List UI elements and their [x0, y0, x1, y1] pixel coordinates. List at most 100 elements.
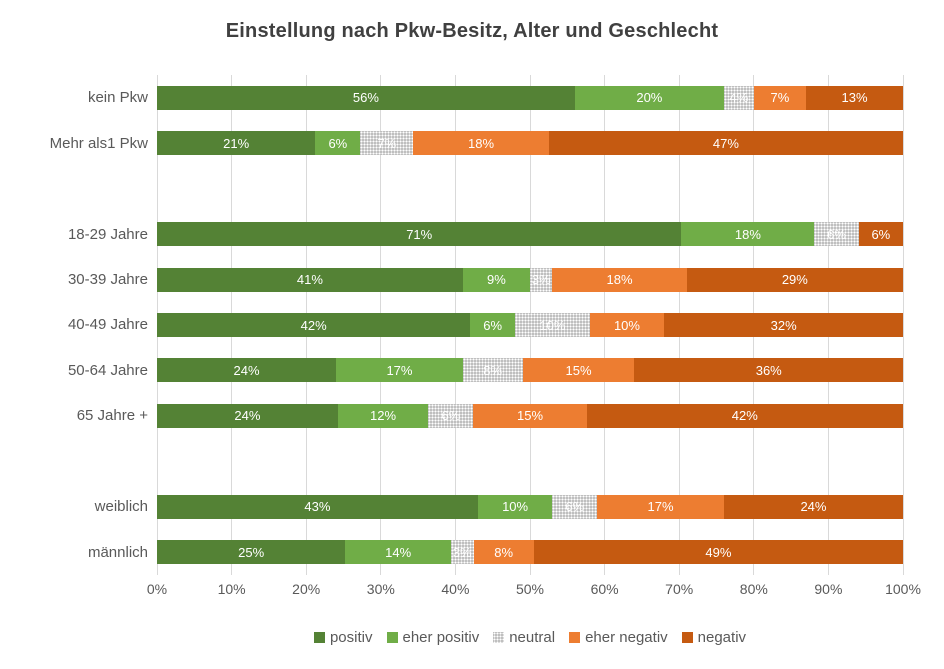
bar-segment-positiv: 43%: [157, 494, 478, 519]
bar-segment-eher-positiv: 20%: [574, 85, 724, 110]
legend-swatch: [386, 632, 398, 643]
data-label: 7%: [377, 135, 397, 151]
legend-swatch: [569, 632, 581, 643]
data-label: 4%: [729, 90, 749, 106]
data-label: 17%: [386, 362, 413, 378]
bar-segment-eher-positiv: 12%: [337, 403, 429, 428]
data-label: 13%: [841, 90, 868, 106]
legend-label: negativ: [697, 629, 747, 646]
x-tick-label: 90%: [814, 581, 843, 597]
data-label: 18%: [734, 226, 761, 242]
data-label: 17%: [647, 499, 674, 515]
bar-row: 21% 6% 7% 18% 47%: [157, 131, 904, 156]
category-label: männlich: [87, 543, 148, 561]
category-label: kein Pkw: [87, 89, 148, 107]
bar-segment-neutral: 3%: [530, 267, 553, 292]
bar-segment-negativ: 6%: [858, 222, 903, 247]
data-label: 3%: [531, 272, 551, 288]
bar-segment-positiv: 56%: [157, 85, 575, 110]
gridline: [902, 75, 904, 575]
bar-segment-neutral: 7%: [360, 131, 414, 156]
bar-segment-neutral: 6%: [552, 494, 598, 519]
bar-row: 71% 18% 6% 6%: [157, 222, 903, 247]
x-tick-label: 80%: [739, 581, 768, 597]
x-tick-label: 50%: [515, 581, 545, 597]
x-tick-label: 100%: [885, 581, 921, 597]
bar-row: 43% 10% 6% 17% 24%: [157, 494, 903, 519]
bar-segment-eher-positiv: 6%: [470, 313, 516, 337]
plot-area: 56% 20% 4% 7% 13% 21% 6% 7% 18% 47% 71% 18% 6% 6% 41% 9…: [156, 75, 904, 575]
data-label: 24%: [233, 362, 260, 378]
bar-row: 24% 17% 8% 15% 36%: [157, 358, 904, 383]
bar-segment-positiv: 71%: [157, 222, 682, 247]
data-label: 36%: [755, 362, 782, 378]
bar-segment-negativ: 36%: [634, 358, 904, 383]
data-label: 6%: [328, 135, 348, 151]
legend-item-eher-negativ: eher negativ: [569, 629, 668, 646]
bar-segment-negativ: 13%: [806, 85, 904, 110]
x-tick-label: 10%: [217, 581, 246, 597]
bar-segment-neutral: 3%: [450, 540, 474, 565]
category-label: 40-49 Jahre: [67, 316, 148, 334]
bar-row: 25% 14% 3% 8% 49%: [157, 540, 904, 565]
bar-segment-eher-negativ: 10%: [589, 313, 665, 337]
bar-row: 42% 6% 10% 10% 32%: [157, 313, 903, 337]
data-label: 71%: [406, 226, 433, 242]
bar-segment-eher-negativ: 7%: [753, 85, 807, 110]
data-label: 56%: [352, 90, 379, 106]
data-label: 18%: [606, 272, 633, 288]
bar-segment-eher-positiv: 17%: [336, 358, 463, 383]
bar-segment-positiv: 24%: [157, 403, 338, 428]
legend-swatch: [313, 632, 325, 643]
bar-segment-positiv: 42%: [157, 313, 471, 337]
legend-swatch: [681, 632, 693, 643]
bar-segment-eher-positiv: 18%: [681, 222, 815, 247]
data-label: 43%: [304, 499, 331, 515]
data-label: 24%: [800, 499, 827, 515]
data-label: 8%: [483, 362, 503, 378]
data-label: 6%: [871, 226, 891, 242]
bar-segment-negativ: 29%: [686, 267, 903, 292]
bar-segment-eher-positiv: 14%: [345, 540, 451, 565]
x-tick-label: 0%: [146, 581, 168, 597]
legend-label: eher negativ: [585, 629, 668, 646]
x-axis: 0% 10% 20% 30% 40% 50% 60% 70% 80% 90% 100%: [147, 581, 921, 601]
bar-segment-neutral: 6%: [428, 403, 474, 428]
legend: positiv eher positiv neutral eher negativ ne…: [157, 629, 903, 646]
category-label: weiblich: [94, 498, 148, 516]
data-label: 12%: [370, 408, 397, 424]
data-label: 6%: [441, 408, 461, 424]
bar-segment-eher-positiv: 6%: [315, 131, 361, 156]
data-label: 6%: [483, 317, 503, 333]
bar-segment-eher-negativ: 8%: [473, 540, 534, 565]
data-label: 6%: [565, 499, 585, 515]
legend-item-neutral: neutral: [493, 629, 555, 646]
category-label: 65 Jahre +: [76, 407, 148, 425]
category-label: 50-64 Jahre: [67, 361, 148, 379]
data-label: 47%: [712, 135, 739, 151]
data-label: 24%: [234, 408, 261, 424]
x-tick-label: 40%: [441, 581, 470, 597]
data-label: 25%: [238, 544, 265, 560]
data-label: 8%: [494, 544, 514, 560]
data-label: 10%: [613, 317, 640, 333]
data-label: 42%: [731, 408, 758, 424]
category-label: 18-29 Jahre: [67, 225, 148, 243]
bar-segment-positiv: 24%: [157, 358, 337, 383]
data-label: 21%: [223, 135, 250, 151]
x-tick-label: 70%: [665, 581, 694, 597]
category-label: 30-39 Jahre: [67, 271, 148, 289]
data-label: 42%: [300, 317, 327, 333]
data-label: 15%: [565, 362, 592, 378]
bar-segment-positiv: 41%: [157, 267, 463, 292]
data-label: 9%: [487, 272, 506, 288]
category-label: Mehr als1 Pkw: [49, 134, 148, 152]
bar-segment-positiv: 25%: [157, 540, 346, 565]
data-label: 32%: [770, 317, 797, 333]
y-axis-labels: kein Pkw Mehr als1 Pkw 18-29 Jahre 30-39 Ja…: [0, 75, 148, 575]
bar-segment-eher-negativ: 18%: [552, 267, 687, 292]
chart-title: Einstellung nach Pkw-Besitz, Alter und G…: [225, 20, 719, 42]
data-label: 7%: [770, 90, 790, 106]
bar-segment-eher-negativ: 15%: [522, 358, 635, 383]
bar-segment-negativ: 32%: [664, 313, 903, 337]
